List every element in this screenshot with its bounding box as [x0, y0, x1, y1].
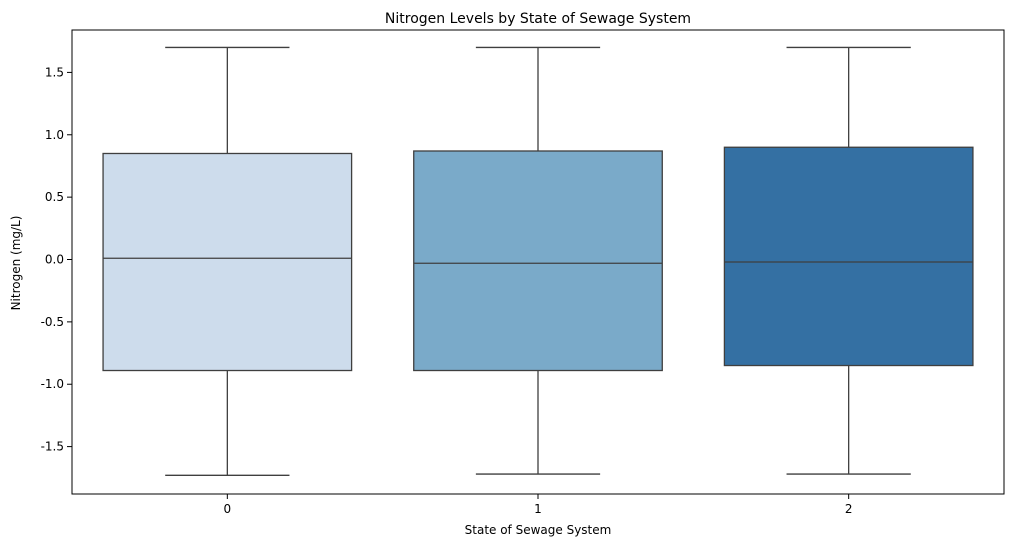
x-axis-label: State of Sewage System: [465, 523, 612, 537]
box-2: [723, 146, 974, 367]
x-tick-label: 2: [845, 502, 853, 516]
y-tick-label: -1.0: [41, 377, 64, 391]
y-tick-label: -0.5: [41, 315, 64, 329]
y-tick-label: 0.5: [45, 190, 64, 204]
x-tick-label: 0: [224, 502, 232, 516]
y-tick-label: 0.0: [45, 253, 64, 267]
plot-frame: [71, 29, 1005, 495]
box-1: [413, 150, 663, 372]
plot-area: -1.5 -1.0 -0.5 0.0 0.5 1.0 1.5 0 1 2: [41, 29, 1005, 516]
y-tick-label: 1.0: [45, 128, 64, 142]
x-tick-label: 1: [534, 502, 542, 516]
y-tick-label: -1.5: [41, 440, 64, 454]
chart-title: Nitrogen Levels by State of Sewage Syste…: [385, 11, 691, 27]
box-0: [102, 152, 353, 372]
y-axis-label: Nitrogen (mg/L): [9, 216, 23, 311]
y-tick-label: 1.5: [45, 65, 64, 79]
